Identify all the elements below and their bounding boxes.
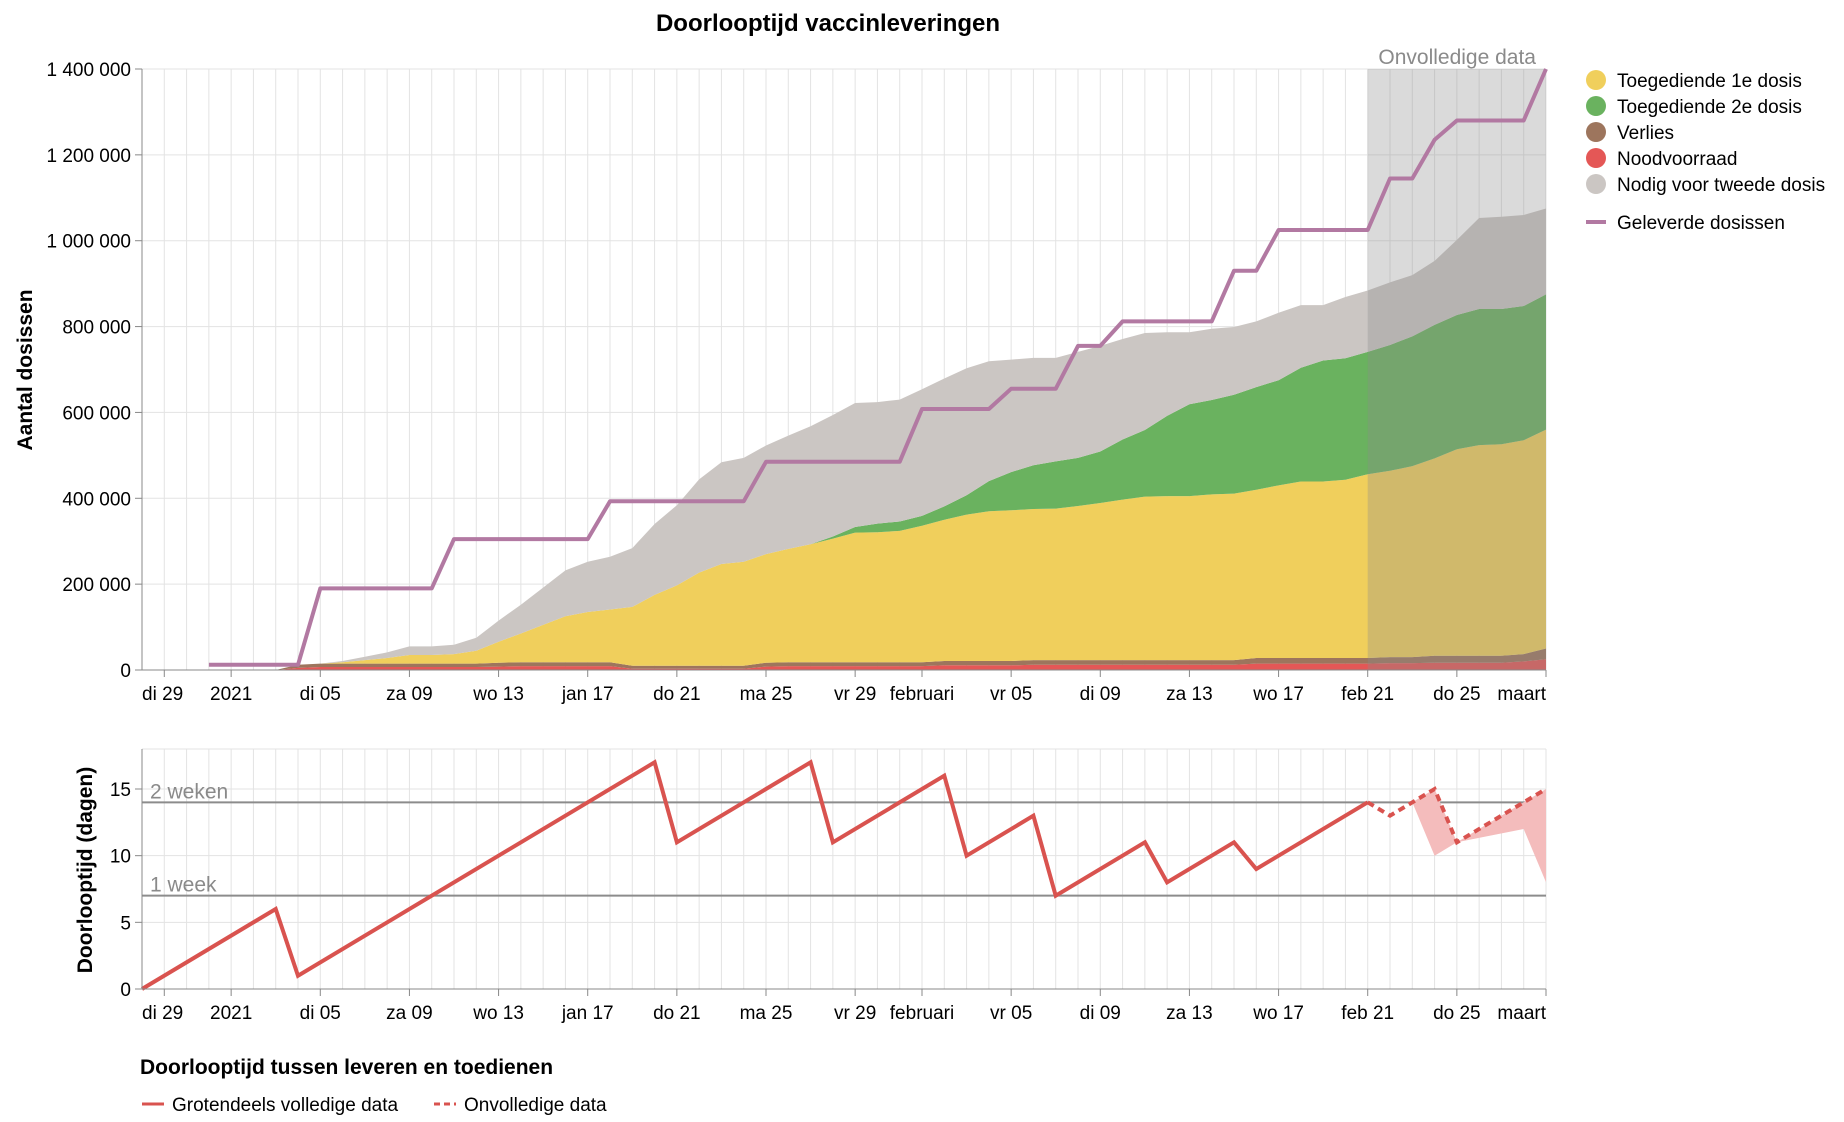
top-x-tick-label: jan 17 bbox=[561, 684, 614, 705]
top-x-tick-label: wo 17 bbox=[1252, 684, 1304, 705]
bottom-y-axis-title: Doorlooptijd (dagen) bbox=[74, 767, 97, 973]
legend-swatch bbox=[1586, 174, 1606, 194]
bottom-y-tick-label: 15 bbox=[110, 780, 131, 801]
bottom-y-tick-label: 0 bbox=[120, 980, 131, 1001]
bottom-x-tick-label: februari bbox=[890, 1003, 954, 1024]
top-x-tick-label: vr 05 bbox=[990, 684, 1032, 705]
bottom-y-tick-label: 5 bbox=[120, 913, 131, 934]
bottom-chart-grid bbox=[141, 748, 1547, 990]
bottom-x-tick-label: za 13 bbox=[1166, 1003, 1212, 1024]
bottom-x-tick-label: do 21 bbox=[653, 1003, 701, 1024]
bottom-x-tick-label: maart bbox=[1497, 1003, 1546, 1024]
top-y-tick-label: 1 200 000 bbox=[46, 146, 131, 167]
top-x-tick-label: vr 29 bbox=[834, 684, 876, 705]
reference-line-label: 2 weken bbox=[150, 780, 228, 803]
bottom-x-tick-label: za 09 bbox=[386, 1003, 432, 1024]
legend-label: Nodig voor tweede dosis bbox=[1617, 175, 1825, 196]
top-y-tick-label: 1 400 000 bbox=[46, 60, 131, 81]
top-x-tick-label: di 29 bbox=[142, 684, 183, 705]
legend-label: Toegediende 1e dosis bbox=[1617, 71, 1802, 92]
uncertainty-band bbox=[1412, 789, 1546, 883]
legend-swatch bbox=[1586, 96, 1606, 116]
top-x-tick-label: do 21 bbox=[653, 684, 701, 705]
area-verlies bbox=[208, 648, 1546, 670]
bottom-x-tick-label: feb 21 bbox=[1341, 1003, 1394, 1024]
legend-label: Toegediende 2e dosis bbox=[1617, 97, 1802, 118]
bottom-chart-lines bbox=[140, 759, 1548, 991]
legend-label: Noodvoorraad bbox=[1617, 149, 1737, 170]
bottom-x-tick-label: di 29 bbox=[142, 1003, 183, 1024]
delivered-doses-line bbox=[208, 68, 1548, 667]
incomplete-data-shade bbox=[1367, 69, 1546, 670]
area-nodig-voor-tweede-dosis bbox=[208, 208, 1546, 670]
bottom-x-tick-label: vr 05 bbox=[990, 1003, 1032, 1024]
top-y-tick-label: 400 000 bbox=[62, 489, 131, 510]
lead-time-incomplete-line bbox=[1366, 786, 1548, 846]
top-chart-areas bbox=[208, 208, 1546, 670]
legend-swatch bbox=[1586, 148, 1606, 168]
bottom-chart-uncertainty-band bbox=[1412, 789, 1546, 883]
top-y-tick-label: 600 000 bbox=[62, 403, 131, 424]
top-y-tick-label: 800 000 bbox=[62, 318, 131, 339]
top-chart-axes: 0 200 000 400 000 600 000 800 000 1 000 000 1 … bbox=[46, 60, 1546, 705]
top-x-tick-label: di 05 bbox=[300, 684, 341, 705]
area-toegediende-1e-dosis bbox=[208, 429, 1546, 670]
lead-time-complete-line bbox=[140, 759, 1369, 991]
reference-line-label: 1 week bbox=[150, 874, 217, 897]
bottom-chart-reference-lines: 2 weken 1 week bbox=[142, 780, 1546, 897]
area-toegediende-2e-dosis bbox=[208, 294, 1546, 670]
top-x-tick-label: ma 25 bbox=[740, 684, 793, 705]
bottom-y-tick-label: 10 bbox=[110, 847, 131, 868]
top-x-tick-label: 2021 bbox=[210, 684, 252, 705]
chart-title: Doorlooptijd vaccinleveringen bbox=[656, 10, 1000, 37]
incomplete-data-region: Onvolledige data bbox=[1367, 46, 1546, 670]
top-chart-legend: Toegediende 1e dosis Toegediende 2e dosis… bbox=[1586, 70, 1825, 234]
bottom-chart-axes: 0 5 10 15 di 29 2021 di 05 za 09 wo 13 jan 17 do 2… bbox=[110, 749, 1547, 1024]
legend-label: Geleverde dosissen bbox=[1617, 213, 1785, 234]
top-x-tick-label: feb 21 bbox=[1341, 684, 1394, 705]
top-x-tick-label: za 09 bbox=[386, 684, 432, 705]
bottom-chart-legend: Grotendeels volledige data Onvolledige da… bbox=[142, 1095, 607, 1116]
bottom-x-tick-label: wo 17 bbox=[1252, 1003, 1304, 1024]
bottom-legend-label: Grotendeels volledige data bbox=[172, 1095, 398, 1116]
bottom-legend-label: Onvolledige data bbox=[464, 1095, 607, 1116]
top-y-tick-label: 1 000 000 bbox=[46, 232, 131, 253]
top-y-axis-title: Aantal dosissen bbox=[14, 289, 37, 450]
incomplete-data-label: Onvolledige data bbox=[1378, 46, 1536, 69]
top-x-tick-label: maart bbox=[1497, 684, 1546, 705]
legend-swatch bbox=[1586, 122, 1606, 142]
bottom-x-tick-label: 2021 bbox=[210, 1003, 252, 1024]
top-x-tick-label: do 25 bbox=[1433, 684, 1481, 705]
top-x-tick-label: di 09 bbox=[1080, 684, 1121, 705]
bottom-x-tick-label: jan 17 bbox=[561, 1003, 614, 1024]
top-x-tick-label: februari bbox=[890, 684, 954, 705]
bottom-x-tick-label: wo 13 bbox=[472, 1003, 524, 1024]
top-x-tick-label: wo 13 bbox=[472, 684, 524, 705]
legend-label: Verlies bbox=[1617, 123, 1674, 144]
legend-swatch bbox=[1586, 70, 1606, 90]
bottom-legend-title: Doorlooptijd tussen leveren en toedienen bbox=[140, 1056, 553, 1079]
top-y-tick-label: 200 000 bbox=[62, 575, 131, 596]
delivered-doses-path bbox=[208, 68, 1548, 667]
bottom-x-tick-label: ma 25 bbox=[740, 1003, 793, 1024]
top-x-tick-label: za 13 bbox=[1166, 684, 1212, 705]
area-noodvoorraad bbox=[208, 659, 1546, 670]
top-y-tick-label: 0 bbox=[120, 661, 131, 682]
bottom-x-tick-label: di 05 bbox=[300, 1003, 341, 1024]
bottom-x-tick-label: vr 29 bbox=[834, 1003, 876, 1024]
bottom-x-tick-label: di 09 bbox=[1080, 1003, 1121, 1024]
bottom-x-tick-label: do 25 bbox=[1433, 1003, 1481, 1024]
